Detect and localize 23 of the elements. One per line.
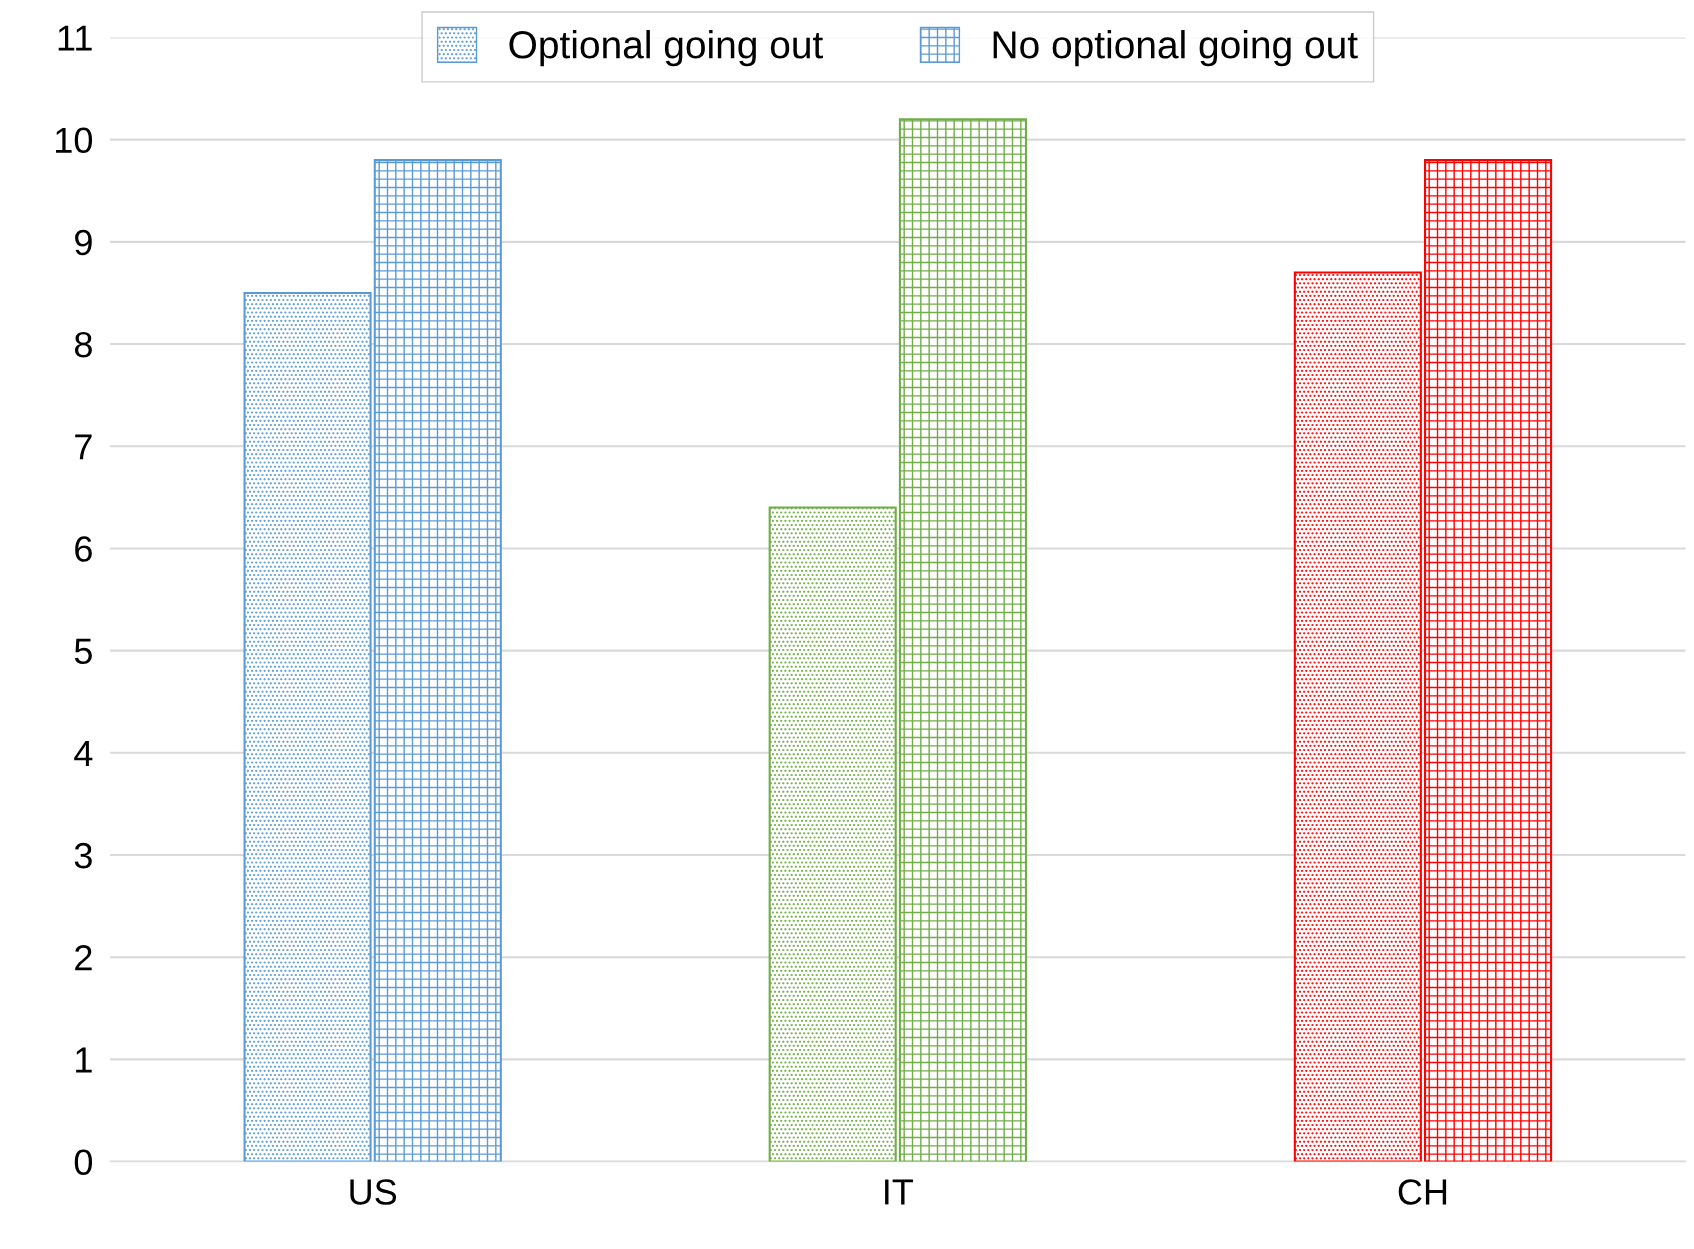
x-tick-label: CH	[1398, 1179, 1447, 1205]
y-tick-label: 6	[75, 536, 92, 562]
y-tick-label: 0	[74, 1149, 93, 1176]
bar	[373, 159, 502, 1162]
legend-label: Optional going out	[509, 30, 823, 67]
bar	[1293, 271, 1422, 1162]
y-tick-label: 3	[74, 842, 92, 869]
legend-label: No optional going out	[993, 30, 1358, 67]
x-tick-label: US	[350, 1179, 397, 1205]
y-tick-label: 7	[75, 434, 92, 460]
y-tick-label: 5	[74, 638, 92, 665]
y-tick-label: 10	[56, 127, 93, 154]
bar	[768, 506, 897, 1162]
y-tick-label: 8	[74, 331, 92, 358]
y-tick-label: 9	[75, 229, 92, 256]
y-tick-label: 11	[58, 25, 92, 51]
y-tick-label: 2	[75, 945, 92, 971]
bar	[1424, 159, 1553, 1162]
y-tick-label: 1	[76, 1047, 92, 1073]
y-tick-label: 4	[74, 741, 93, 766]
x-tick-label: IT	[885, 1179, 914, 1205]
bar	[898, 118, 1027, 1162]
bar	[243, 291, 372, 1162]
